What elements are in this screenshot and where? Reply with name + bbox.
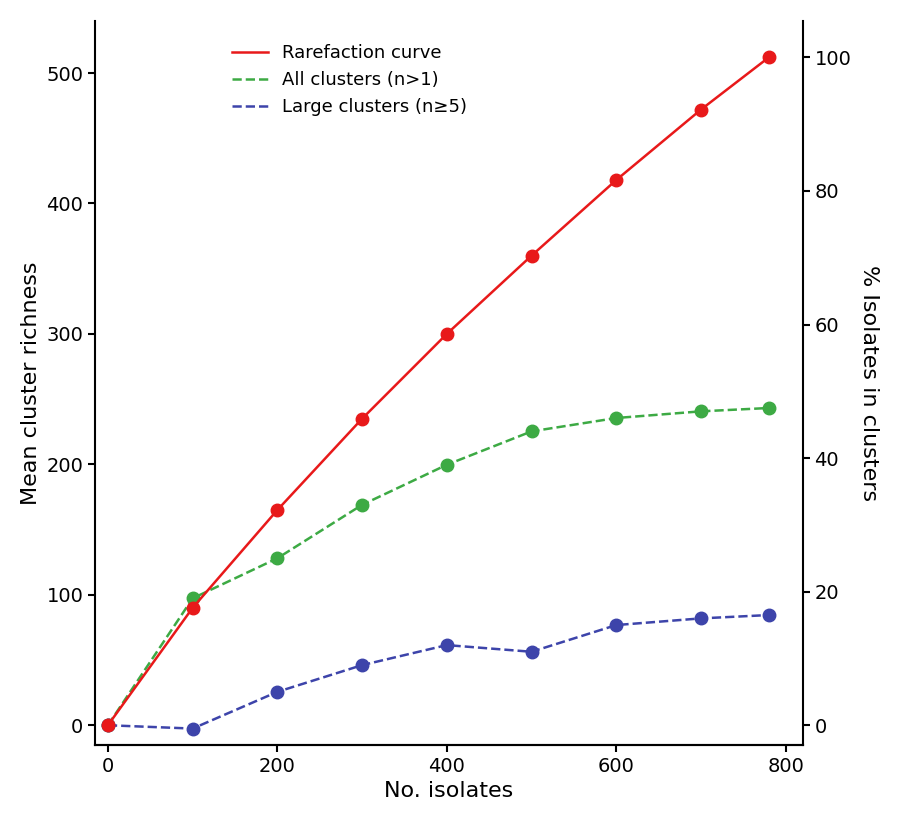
Y-axis label: Mean cluster richness: Mean cluster richness [21,261,40,505]
Y-axis label: % Isolates in clusters: % Isolates in clusters [860,265,879,501]
Legend: Rarefaction curve, All clusters (n>1), Large clusters (n≥5): Rarefaction curve, All clusters (n>1), L… [224,37,474,123]
X-axis label: No. isolates: No. isolates [384,781,514,801]
